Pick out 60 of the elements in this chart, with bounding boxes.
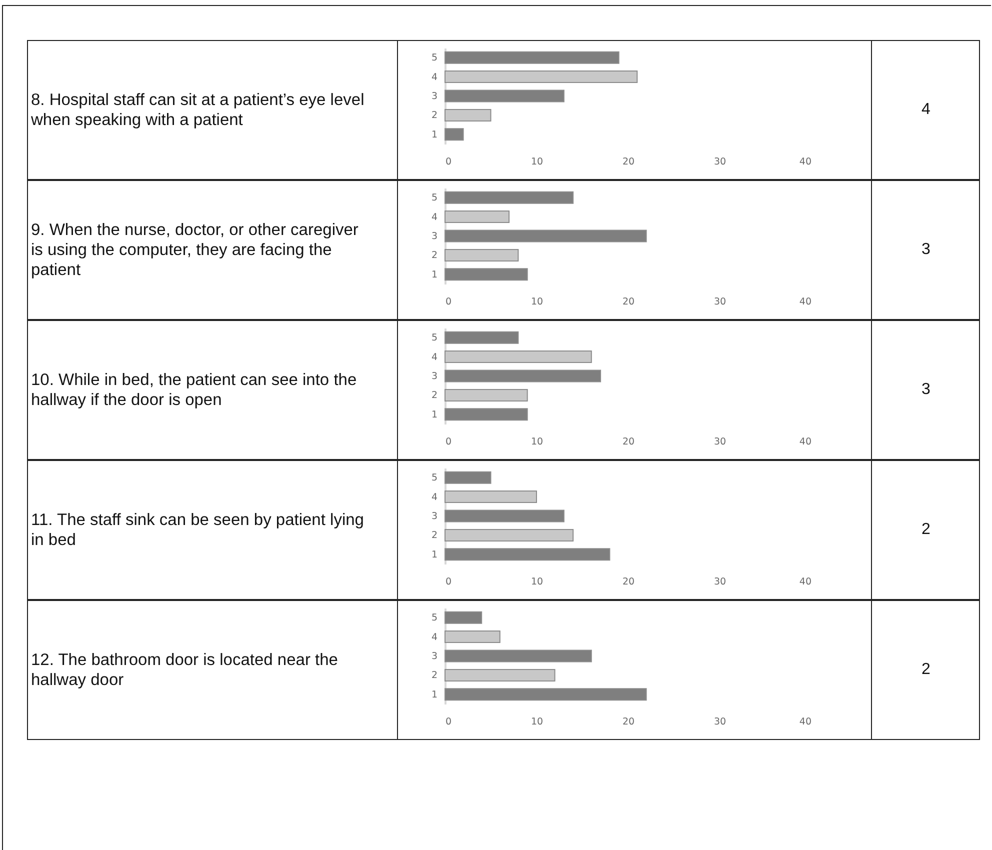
y-tick-label: 1 (431, 129, 438, 140)
x-tick-label: 0 (446, 296, 452, 308)
x-tick-label: 40 (799, 156, 812, 168)
y-tick-label: 4 (431, 492, 438, 503)
y-tick-label: 1 (431, 409, 438, 420)
x-tick-label: 0 (446, 156, 452, 168)
text: 9. When the nurse, doctor, or other caregiver is using the computer, they are facing the patient (31, 220, 360, 280)
y-tick-label: 1 (431, 269, 438, 280)
x-tick-label: 10 (530, 716, 544, 728)
x-tick-label: 40 (799, 296, 812, 308)
text: 2 (920, 660, 932, 680)
x-tick-label: 10 (530, 576, 544, 588)
x-tick-label: 20 (622, 436, 635, 448)
text: 10. While in bed, the patient can see into the hallway if the door is open (31, 370, 358, 410)
x-tick-label: 10 (530, 296, 544, 308)
x-tick-label: 10 (530, 436, 544, 448)
y-tick-label: 5 (431, 52, 438, 64)
y-tick-label: 3 (431, 231, 438, 242)
text: 3 (920, 240, 932, 260)
y-tick-label: 3 (431, 511, 438, 522)
y-tick-label: 4 (431, 212, 438, 223)
y-tick-label: 2 (431, 390, 438, 402)
text: 11. The staff sink can be seen by patient lying in bed (31, 510, 365, 550)
x-tick-label: 20 (622, 296, 635, 308)
x-tick-label: 0 (446, 716, 452, 728)
x-tick-label: 10 (530, 156, 544, 168)
x-tick-label: 40 (799, 576, 812, 588)
text: 12. The bathroom door is located near the hallway door (31, 650, 339, 690)
x-tick-label: 30 (714, 296, 726, 308)
text: 3 (920, 380, 932, 400)
y-tick-label: 5 (431, 332, 438, 344)
y-tick-label: 2 (431, 530, 438, 542)
x-tick-label: 30 (714, 576, 726, 588)
x-tick-label: 40 (799, 716, 812, 728)
text: 2 (920, 520, 932, 540)
y-tick-label: 3 (431, 371, 438, 382)
x-tick-label: 20 (622, 576, 635, 588)
x-tick-label: 0 (446, 436, 452, 448)
y-tick-label: 3 (431, 91, 438, 102)
x-tick-label: 30 (714, 716, 726, 728)
y-tick-label: 4 (431, 352, 438, 363)
y-tick-label: 5 (431, 192, 438, 204)
text: 4 (920, 100, 932, 120)
x-tick-label: 20 (622, 156, 635, 168)
x-tick-label: 30 (714, 156, 726, 168)
x-tick-label: 20 (622, 716, 635, 728)
y-tick-label: 5 (431, 612, 438, 624)
y-tick-label: 5 (431, 472, 438, 484)
y-tick-label: 4 (431, 632, 438, 643)
y-tick-label: 1 (431, 689, 438, 700)
y-tick-label: 2 (431, 250, 438, 262)
y-tick-label: 4 (431, 72, 438, 83)
x-tick-label: 30 (714, 436, 726, 448)
text: 8. Hospital staff can sit at a patient’s eye level when speaking with a patient (31, 90, 366, 130)
y-tick-label: 2 (431, 670, 438, 682)
y-tick-label: 2 (431, 110, 438, 122)
x-tick-label: 0 (446, 576, 452, 588)
y-tick-label: 1 (431, 549, 438, 560)
x-tick-label: 40 (799, 436, 812, 448)
y-tick-label: 3 (431, 651, 438, 662)
